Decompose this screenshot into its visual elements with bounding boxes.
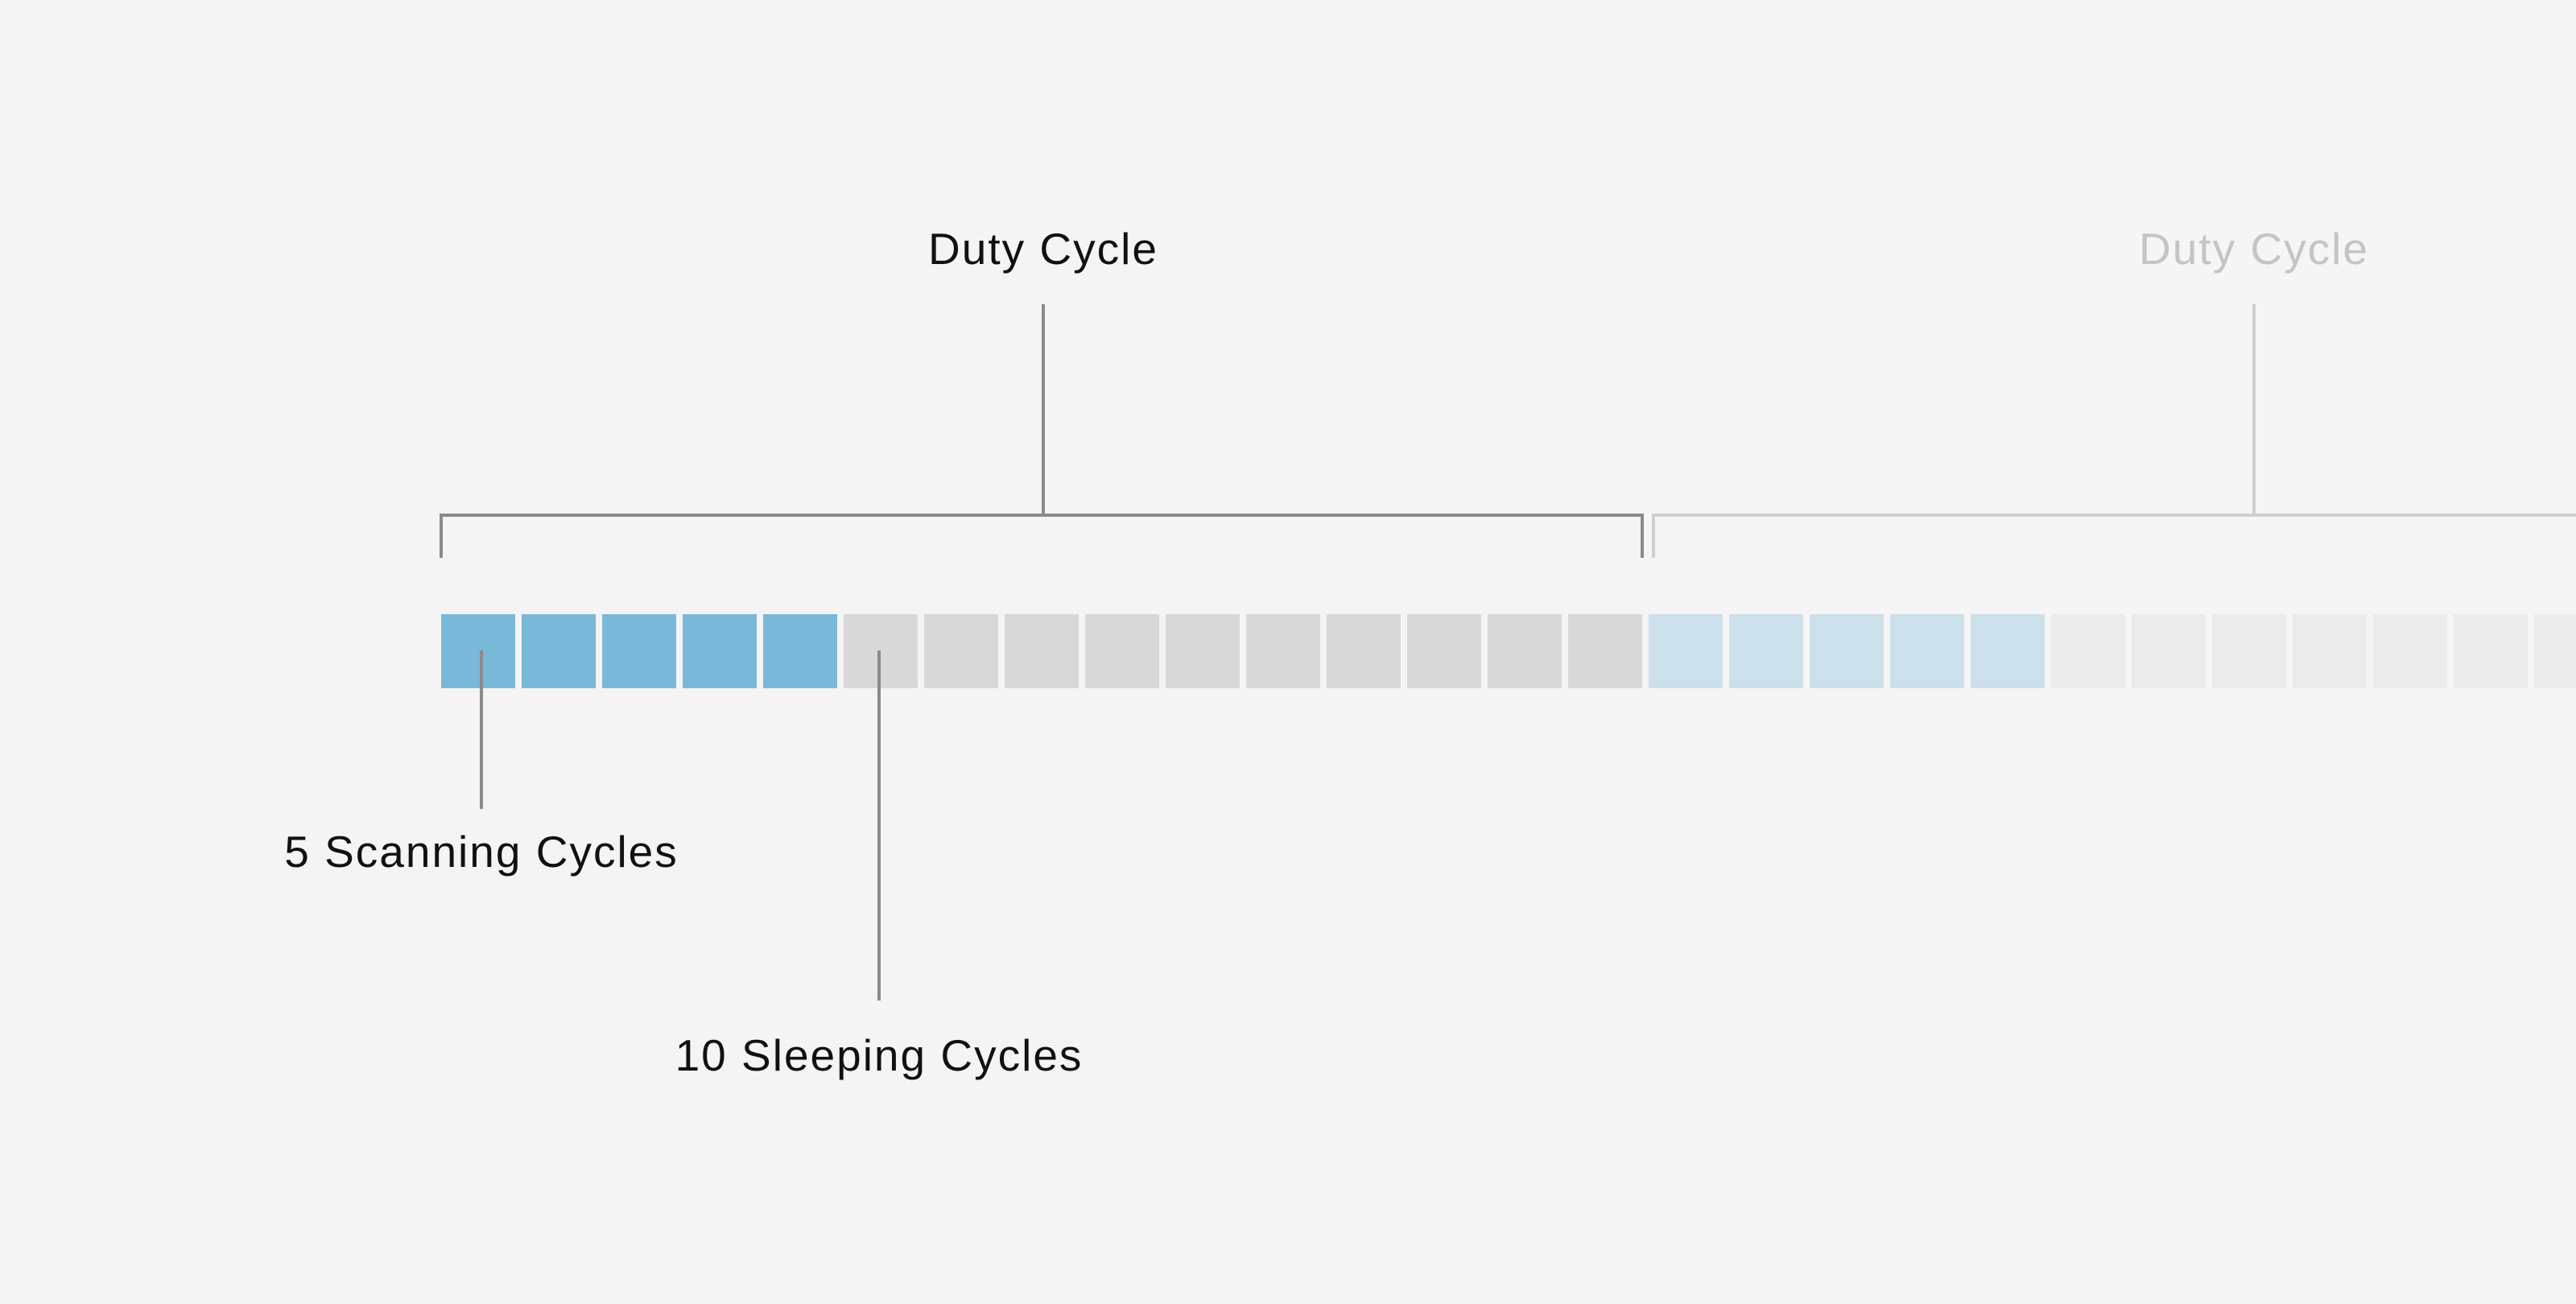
cycle-blocks [441, 614, 2576, 688]
repeat-sleeping-cycle-block [2051, 614, 2125, 688]
faded-repeat-panel [1650, 151, 2576, 807]
repeat-duty-cycle-label: Duty Cycle [2139, 224, 2369, 274]
sleeping-cycle-block [1246, 614, 1320, 688]
scanning-cycle-block [763, 614, 837, 688]
repeat-scanning-cycle-block [1729, 614, 1803, 688]
sleeping-cycle-block [1005, 614, 1079, 688]
duty-cycle-label: Duty Cycle [928, 224, 1158, 274]
sleeping-cycles-label: 10 Sleeping Cycles [675, 1030, 1084, 1080]
repeat-sleeping-cycle-block [2373, 614, 2447, 688]
scanning-cycle-block [602, 614, 676, 688]
scanning-cycle-block [441, 614, 515, 688]
repeat-duty-cycle-bracket [1652, 514, 2576, 558]
repeat-sleeping-cycle-block [2534, 614, 2576, 688]
sleeping-cycle-block [1327, 614, 1401, 688]
scanning-cycle-block [683, 614, 757, 688]
repeat-sleeping-cycle-block [2454, 614, 2528, 688]
scanning-cycles-label: 5 Scanning Cycles [284, 827, 679, 877]
repeat-sleeping-cycle-block [2132, 614, 2206, 688]
repeat-scanning-cycle-block [1649, 614, 1723, 688]
repeat-scanning-cycle-block [1971, 614, 2045, 688]
sleeping-cycle-block [1407, 614, 1481, 688]
duty-cycle-bracket [440, 514, 1644, 558]
sleeping-cycle-block [1568, 614, 1642, 688]
scanning-cycle-block [522, 614, 596, 688]
sleeping-cycle-block [1085, 614, 1159, 688]
repeat-sleeping-cycle-block [2212, 614, 2286, 688]
repeat-scanning-cycle-block [1810, 614, 1884, 688]
repeat-sleeping-cycle-block [2293, 614, 2367, 688]
repeat-scanning-cycle-block [1890, 614, 1964, 688]
sleeping-cycle-block [924, 614, 998, 688]
sleeping-cycle-block [1488, 614, 1562, 688]
sleeping-cycle-block [1166, 614, 1240, 688]
